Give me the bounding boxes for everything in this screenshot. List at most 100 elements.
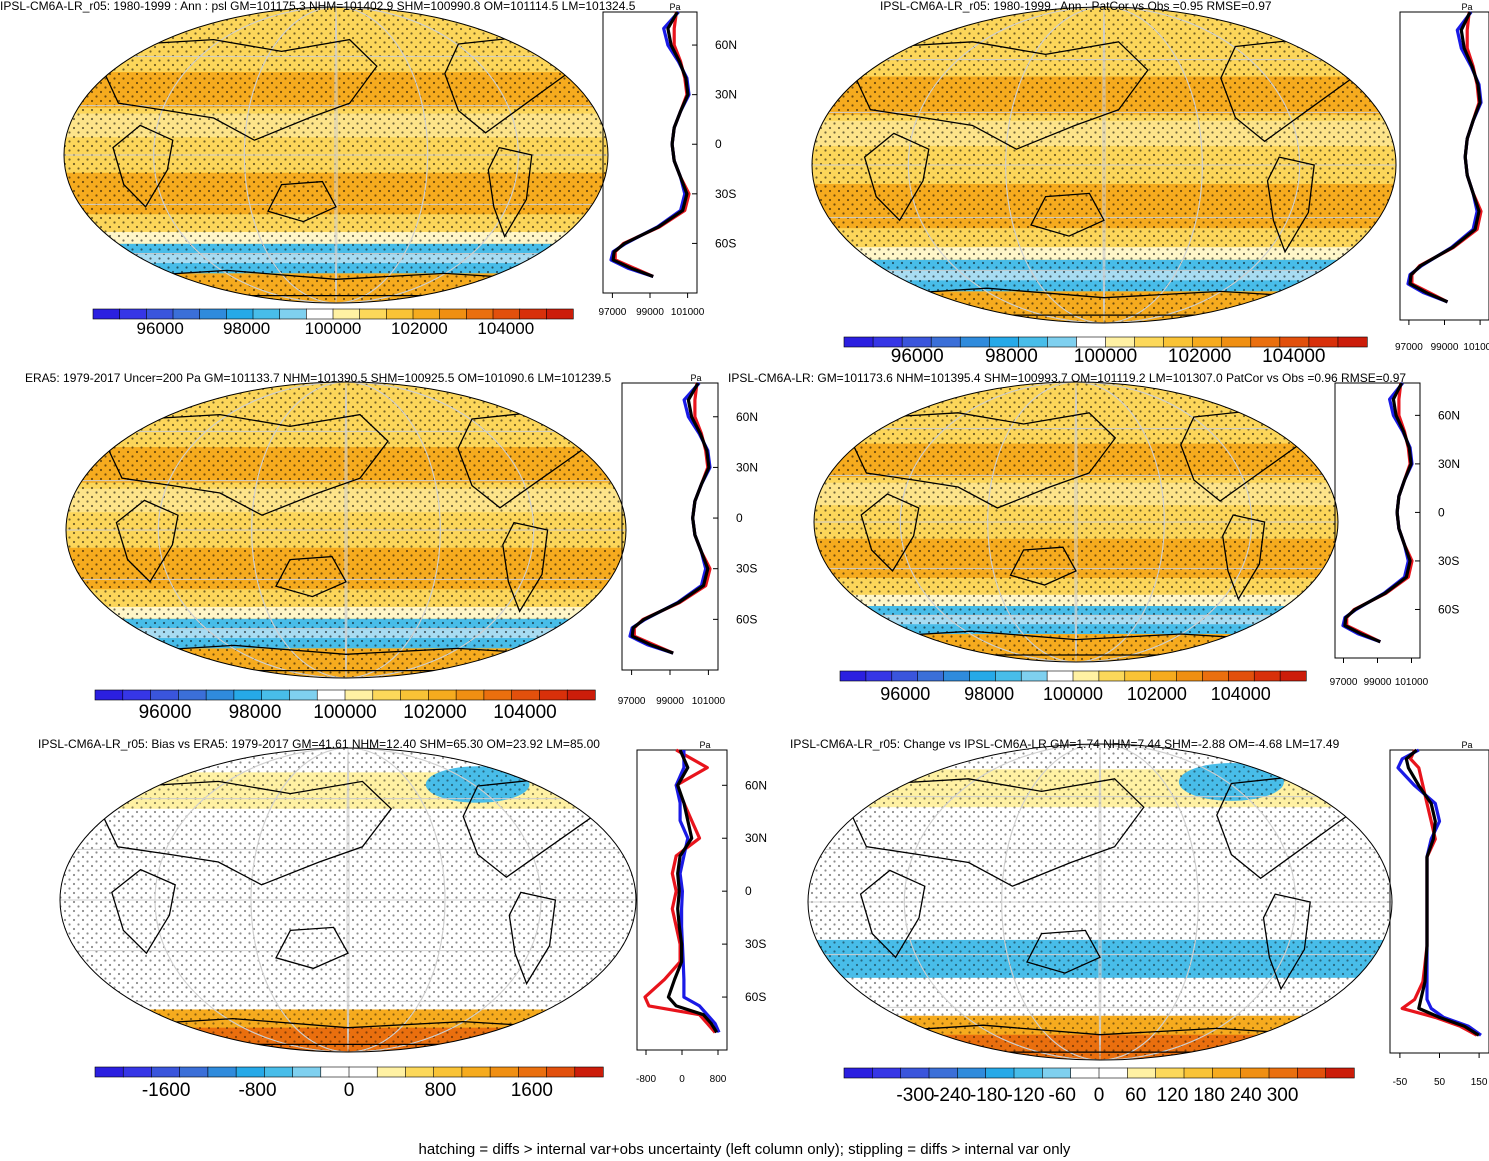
colorbar-tick-label: 98000	[223, 319, 270, 338]
x-tick-label: 0	[679, 1074, 685, 1085]
colorbar-swatch	[969, 670, 996, 682]
lat-tick-label: 0	[715, 137, 722, 151]
coastline	[1266, 156, 1315, 254]
lat-tick-label: 30N	[745, 831, 767, 845]
colorbar-tick-label: 100000	[1043, 684, 1103, 704]
colorbar-swatch	[574, 1066, 604, 1078]
x-tick-label: 99000	[1431, 342, 1459, 353]
lat-tick-label: 30N	[736, 460, 758, 474]
colorbar-tick-label: -180	[970, 1085, 1008, 1106]
lat-tick-label: 60N	[745, 778, 767, 792]
coastline	[267, 180, 337, 223]
colorbar-tick-label: 240	[1230, 1085, 1262, 1106]
colorbar-swatch	[316, 689, 346, 701]
colorbar-tick-label: 102000	[391, 319, 448, 338]
colorbar-tick-label: 100000	[1074, 346, 1137, 367]
colorbar-tick-label: -60	[1049, 1085, 1076, 1106]
colorbar-swatch	[1297, 1067, 1327, 1079]
colorbar-tick-label: 100000	[305, 319, 362, 338]
colorbar-swatch	[1072, 670, 1100, 682]
colorbar-tick-label: 96000	[137, 319, 184, 338]
colorbar-swatch	[151, 1066, 181, 1078]
colorbar-tick-label: -1600	[142, 1080, 191, 1101]
lat-tick-label: 30S	[745, 937, 766, 951]
x-tick-label: 101000	[1463, 342, 1489, 353]
colorbar-tick-label: 104000	[1262, 346, 1325, 367]
colorbar-swatch	[483, 689, 513, 701]
colorbar-swatch	[872, 1067, 902, 1079]
colorbar-swatch	[412, 308, 441, 320]
colorbar-swatch	[439, 308, 467, 320]
colorbar-swatch	[146, 308, 174, 320]
colorbar-tick-label: 180	[1193, 1085, 1225, 1106]
coastline	[275, 926, 349, 970]
colorbar-4: 96000 98000 100000 102000 104000	[839, 670, 1307, 704]
colorbar-tick-label: -120	[1007, 1085, 1045, 1106]
colorbar-tick-label: 300	[1267, 1085, 1299, 1106]
coastline	[111, 868, 176, 955]
colorbar-1: 96000 98000 100000 102000 104000	[92, 308, 574, 338]
map-panel-1	[63, 6, 609, 304]
colorbar-tick-label: 1600	[511, 1080, 553, 1101]
profile-series-line	[1404, 748, 1480, 1037]
colorbar-swatch	[1124, 670, 1152, 682]
colorbar-swatch	[461, 1066, 491, 1078]
coastline	[1030, 192, 1105, 237]
colorbar-swatch	[1337, 336, 1368, 348]
colorbar-swatch	[94, 1066, 124, 1078]
profile-series-line	[632, 382, 712, 655]
colorbar-swatch	[1268, 1067, 1298, 1079]
panel-title: IPSL-CM6A-LR_r05: 1980-1999 : Ann : psl …	[0, 0, 636, 13]
colorbar-tick-label: 60	[1125, 1085, 1146, 1106]
lat-tick-label: 60S	[1438, 602, 1459, 616]
panel-title: ERA5: 1979-2017 Uncer=200 Pa GM=101133.7…	[25, 371, 612, 385]
coastline	[115, 499, 179, 583]
coastline	[1222, 514, 1266, 601]
colorbar-swatch	[546, 1066, 576, 1078]
colorbar-tick-label: 96000	[139, 702, 192, 723]
colorbar-tick-label: 120	[1157, 1085, 1189, 1106]
colorbar-tick-label: 100000	[313, 702, 376, 723]
colorbar-swatch	[179, 1066, 209, 1078]
lat-tick-label: 60S	[736, 612, 757, 626]
coastline	[112, 124, 174, 208]
colorbar-swatch	[839, 670, 867, 682]
x-tick-label: 97000	[1395, 342, 1423, 353]
colorbar-swatch	[511, 689, 541, 701]
profile-series-line	[674, 750, 721, 1034]
coastline	[1026, 929, 1101, 974]
colorbar-swatch	[150, 689, 179, 701]
figure-footnote: hatching = diffs > internal var+obs unce…	[418, 1141, 1071, 1158]
lat-tick-label: 30N	[1438, 457, 1460, 471]
zonal-profile-2: Pa 97000 99000 101000	[1395, 2, 1489, 353]
colorbar-tick-label: 102000	[403, 702, 466, 723]
colorbar-swatch	[1047, 336, 1078, 348]
colorbar-swatch	[1253, 670, 1281, 682]
x-tick-label: -50	[1393, 1077, 1408, 1088]
colorbar-swatch	[344, 689, 374, 701]
x-tick-label: 99000	[1364, 677, 1392, 688]
x-tick-label: 101000	[671, 307, 705, 318]
profile-series-line	[613, 11, 691, 278]
colorbar-tick-label: 102000	[1168, 346, 1231, 367]
unit-label: Pa	[1461, 2, 1472, 12]
map-panel-4	[813, 381, 1339, 663]
colorbar-swatch	[1150, 670, 1178, 682]
colorbar-tick-label: 104000	[477, 319, 534, 338]
lat-tick-label: 0	[745, 884, 752, 898]
colorbar-swatch	[122, 1066, 153, 1078]
colorbar-swatch	[1020, 670, 1048, 682]
colorbar-swatch	[995, 670, 1022, 682]
colorbar-tick-label: 0	[344, 1080, 355, 1101]
colorbar-swatch	[518, 1066, 548, 1078]
colorbar-swatch	[489, 1066, 519, 1078]
lat-tick-label: 30S	[715, 187, 736, 201]
x-tick-label: 99000	[656, 696, 684, 707]
colorbar-swatch	[205, 689, 235, 701]
lat-tick-label: 30N	[715, 88, 737, 102]
zonal-profile-6: Pa -50 50 150	[1389, 740, 1489, 1088]
colorbar-swatch	[306, 308, 334, 320]
x-tick-label: 101000	[692, 696, 726, 707]
colorbar-swatch	[985, 1067, 1015, 1079]
colorbar-5: -1600 -800 0 800 1600	[94, 1066, 604, 1101]
